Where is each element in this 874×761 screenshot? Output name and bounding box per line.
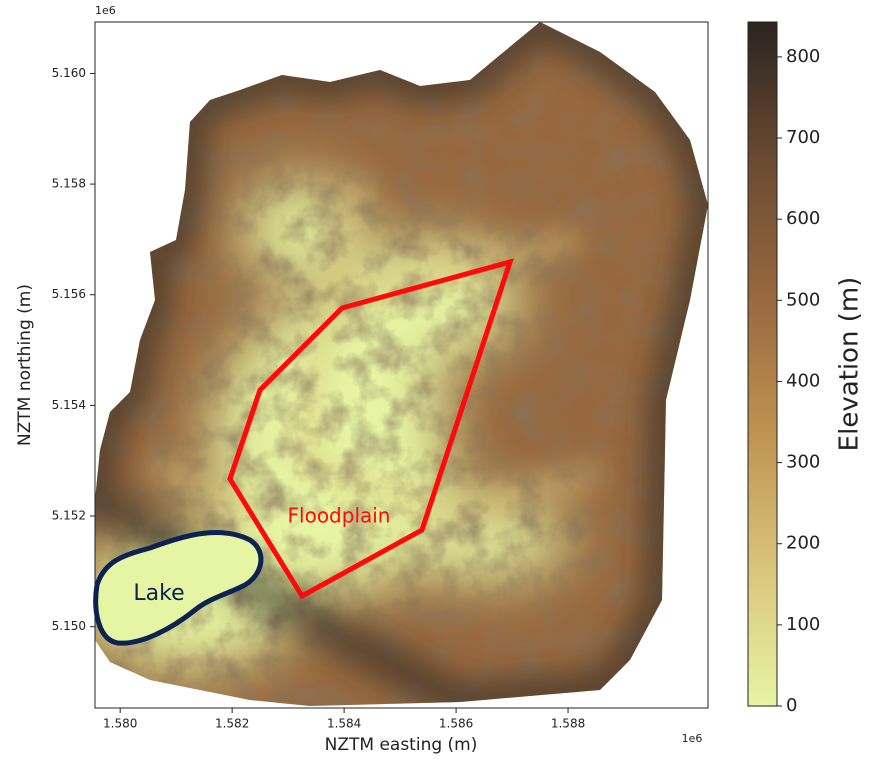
y-tick-label: 5.160 bbox=[52, 66, 86, 80]
y-tick-label: 5.152 bbox=[52, 509, 86, 523]
chart: Floodplain Lake NZTM easting (m) NZTM no… bbox=[0, 0, 874, 757]
colorbar-tick-label: 100 bbox=[786, 614, 820, 635]
y-axis-label: NZTM northing (m) bbox=[15, 284, 35, 446]
annotation: Lake bbox=[133, 581, 184, 606]
colorbar-tick-label: 200 bbox=[786, 533, 820, 554]
y-tick-label: 5.154 bbox=[52, 398, 86, 412]
y-tick-label: 5.158 bbox=[52, 177, 86, 191]
colorbar-tick-label: 0 bbox=[786, 695, 797, 716]
y-offset-label: 1e6 bbox=[95, 4, 116, 17]
colorbar-tick-label: 700 bbox=[786, 127, 820, 148]
colorbar-tick-label: 800 bbox=[786, 46, 820, 67]
colorbar-tick-label: 300 bbox=[786, 452, 820, 473]
y-tick-label: 5.156 bbox=[52, 287, 86, 301]
x-axis-label: NZTM easting (m) bbox=[325, 735, 478, 755]
x-tick-label: 1.580 bbox=[103, 717, 137, 731]
x-tick-label: 1.582 bbox=[215, 717, 249, 731]
x-tick-label: 1.586 bbox=[439, 717, 473, 731]
x-tick-label: 1.588 bbox=[551, 717, 585, 731]
x-tick-label: 1.584 bbox=[327, 717, 361, 731]
colorbar-tick-label: 500 bbox=[786, 289, 820, 310]
colorbar-label: Elevation (m) bbox=[835, 277, 865, 452]
colorbar-tick-label: 600 bbox=[786, 208, 820, 229]
y-tick-label: 5.150 bbox=[52, 619, 86, 633]
x-offset-label: 1e6 bbox=[682, 732, 703, 745]
colorbar-tick-label: 400 bbox=[786, 370, 820, 391]
colorbar bbox=[748, 22, 777, 706]
annotation: Floodplain bbox=[288, 504, 391, 528]
